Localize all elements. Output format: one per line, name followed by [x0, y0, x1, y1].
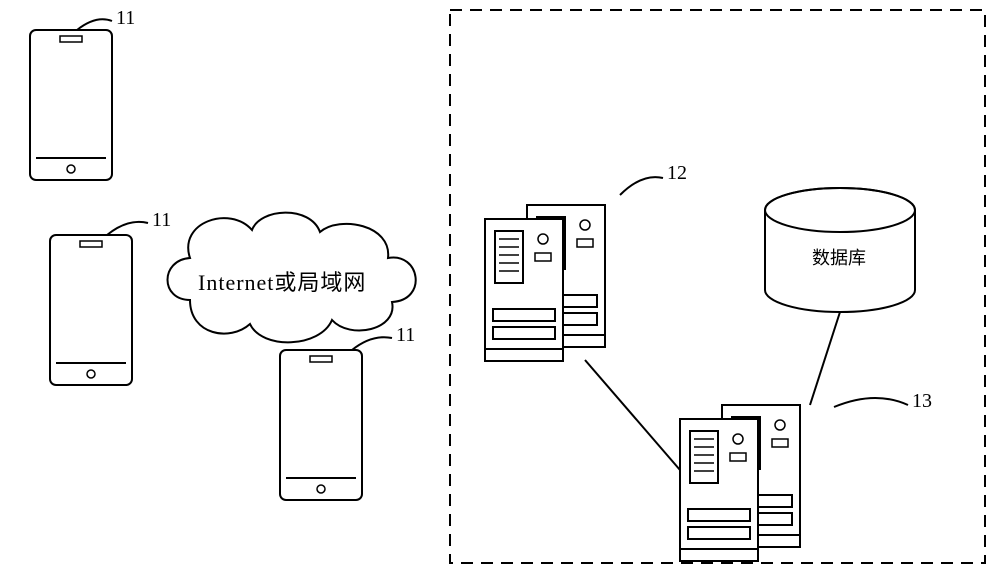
phone-2 — [50, 235, 132, 385]
cloud-label: Internet或局域网 — [198, 265, 366, 297]
server-group-13 — [680, 405, 800, 561]
label-phone1: 11 — [116, 7, 135, 30]
leader-servers13 — [834, 398, 908, 407]
database-label: 数据库 — [812, 244, 866, 270]
label-servers13: 13 — [912, 390, 932, 413]
label-phone3: 11 — [396, 324, 415, 347]
phone-3 — [280, 350, 362, 500]
leader-phone2 — [107, 222, 148, 235]
link-12-13 — [585, 360, 680, 470]
label-phone2: 11 — [152, 209, 171, 232]
server-group-12 — [485, 205, 605, 361]
phone-1 — [30, 30, 112, 180]
leader-phone3 — [352, 337, 392, 350]
label-servers12: 12 — [667, 162, 687, 185]
link-db-13 — [810, 312, 840, 405]
leader-phone1 — [77, 19, 112, 30]
leader-servers12 — [620, 177, 663, 195]
network-diagram — [0, 0, 1000, 575]
